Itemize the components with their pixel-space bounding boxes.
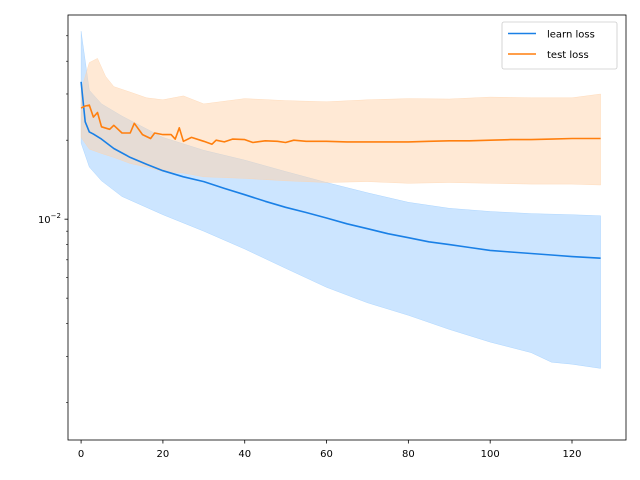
plot-frame <box>67 14 627 441</box>
y-tick-label: 10−2 <box>38 212 61 226</box>
x-tick-label-80: 80 <box>402 449 415 460</box>
y-axis: 10−2 <box>38 35 68 403</box>
x-tick-label-40: 40 <box>238 449 251 460</box>
line-learn-loss <box>80 81 601 259</box>
x-tick-label-0: 0 <box>78 449 84 460</box>
x-tick-label-20: 20 <box>157 449 170 460</box>
x-axis: 0 20 40 60 80 100 120 <box>78 440 582 460</box>
confidence-bands <box>80 31 601 369</box>
line-test-loss <box>80 104 601 145</box>
x-tick-label-100: 100 <box>481 449 500 460</box>
x-tick-label-120: 120 <box>562 449 581 460</box>
x-tick-label-60: 60 <box>320 449 333 460</box>
legend-label-test-loss: test loss <box>547 50 589 61</box>
series-lines <box>80 81 601 259</box>
legend: learn loss test loss <box>501 21 618 70</box>
band-test-loss <box>80 58 601 186</box>
legend-label-learn-loss: learn loss <box>547 30 595 41</box>
